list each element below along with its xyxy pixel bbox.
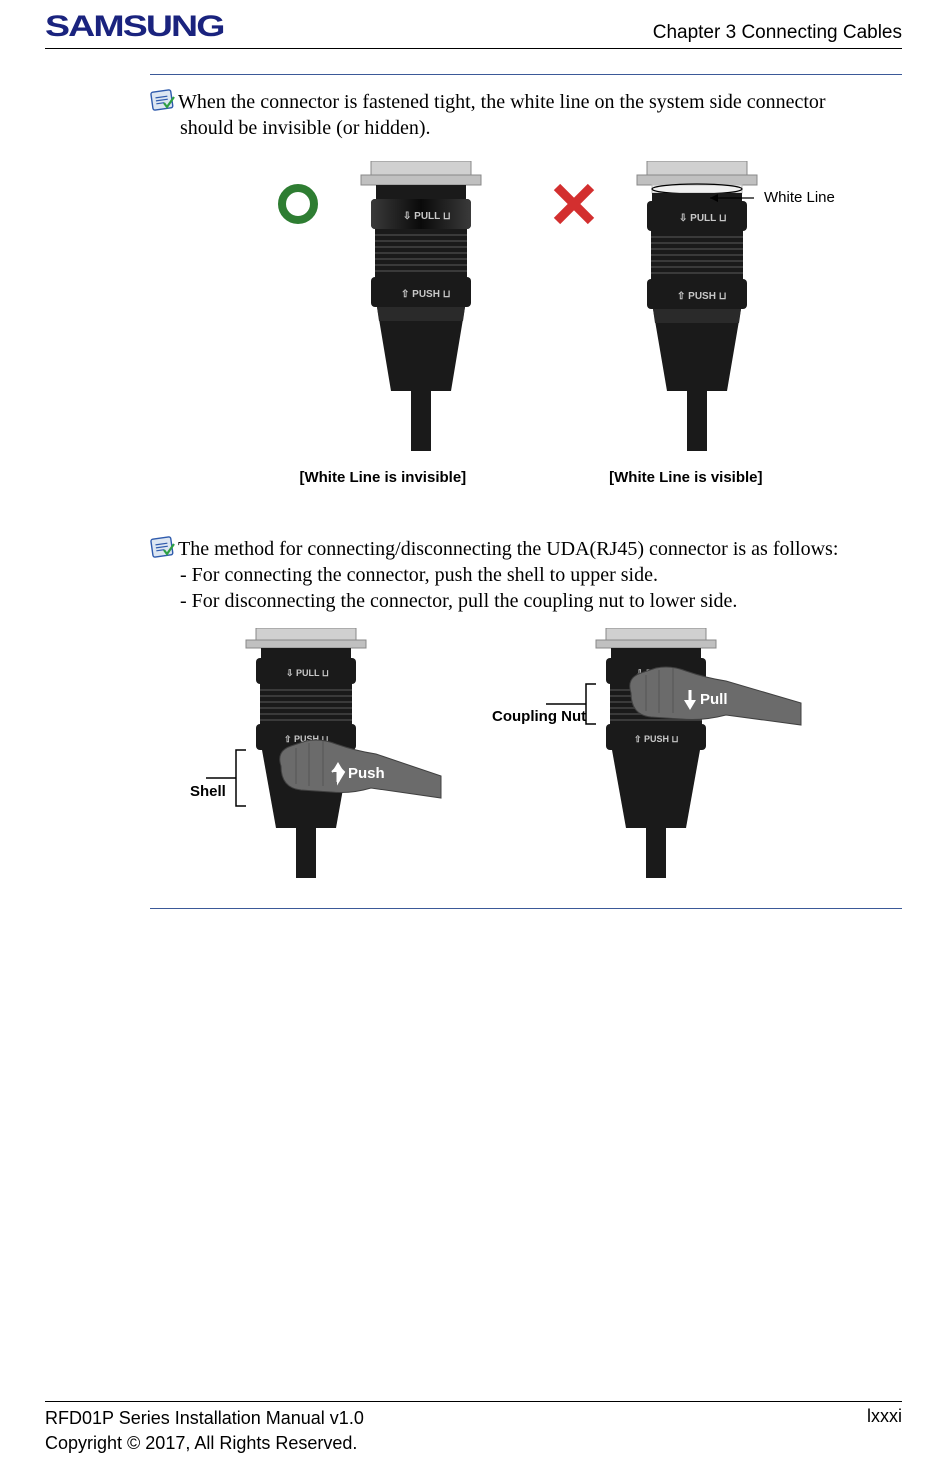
- connector-push-image: ⇩ PULL ⊔ ⇧ PUSH ⊔: [196, 628, 496, 883]
- caption-right: [White Line is visible]: [609, 469, 762, 486]
- rule-bottom: [150, 908, 902, 909]
- note-2-bullet1: - For connecting the connector, push the…: [150, 562, 902, 588]
- figure-2-row: ⇩ PULL ⊔ ⇧ PUSH ⊔: [150, 628, 902, 888]
- note-2-line1: The method for connecting/disconnecting …: [178, 538, 838, 560]
- note-2-bullet2: - For disconnecting the connector, pull …: [150, 588, 902, 614]
- footer-page-number: lxxxi: [867, 1406, 902, 1455]
- rule-top: [150, 74, 902, 75]
- figure-1-captions: [White Line is invisible] [White Line is…: [160, 469, 902, 486]
- note-icon: [150, 89, 176, 113]
- footer-copyright: Copyright © 2017, All Rights Reserved.: [45, 1431, 364, 1455]
- white-line-callout: White Line: [710, 189, 835, 206]
- note-1: When the connector is fastened tight, th…: [150, 89, 902, 141]
- ok-mark-icon: [275, 181, 321, 236]
- svg-text:⇧ PUSH ⊔: ⇧ PUSH ⊔: [401, 289, 451, 300]
- connector-ok-image: ⇩ PULL ⊔ ⇧ PUSH ⊔: [341, 161, 501, 451]
- svg-text:⇩ PULL ⊔: ⇩ PULL ⊔: [286, 668, 329, 678]
- connector-pull-image: ⇩ PULL ⊔ ⇧ PUSH ⊔: [536, 628, 856, 883]
- push-label: Push: [348, 765, 385, 782]
- figure-1-row: ⇩ PULL ⊔ ⇧ PUSH ⊔: [150, 161, 902, 461]
- page-footer: RFD01P Series Installation Manual v1.0 C…: [45, 1401, 902, 1455]
- note-icon: [150, 536, 176, 560]
- caption-left: [White Line is invisible]: [299, 469, 466, 486]
- note-2: The method for connecting/disconnecting …: [150, 536, 902, 614]
- no-mark-icon: [551, 181, 597, 236]
- page-header: SAMSUNG Chapter 3 Connecting Cables: [45, 0, 902, 49]
- svg-text:⇩ PULL ⊔: ⇩ PULL ⊔: [679, 213, 727, 224]
- footer-doc-title: RFD01P Series Installation Manual v1.0: [45, 1406, 364, 1430]
- coupling-nut-label: Coupling Nut: [492, 708, 586, 725]
- note-1-line2: should be invisible (or hidden).: [150, 115, 902, 141]
- svg-text:⇧ PUSH ⊔: ⇧ PUSH ⊔: [677, 291, 727, 302]
- logo: SAMSUNG: [45, 10, 224, 44]
- pull-label: Pull: [700, 691, 728, 708]
- svg-text:⇩ PULL ⊔: ⇩ PULL ⊔: [403, 211, 451, 222]
- note-1-line1: When the connector is fastened tight, th…: [178, 91, 826, 113]
- content-area: When the connector is fastened tight, th…: [45, 49, 902, 909]
- shell-label: Shell: [190, 783, 226, 800]
- chapter-title: Chapter 3 Connecting Cables: [653, 22, 902, 44]
- svg-text:⇧ PUSH ⊔: ⇧ PUSH ⊔: [634, 734, 679, 744]
- white-line-label-text: White Line: [764, 189, 835, 206]
